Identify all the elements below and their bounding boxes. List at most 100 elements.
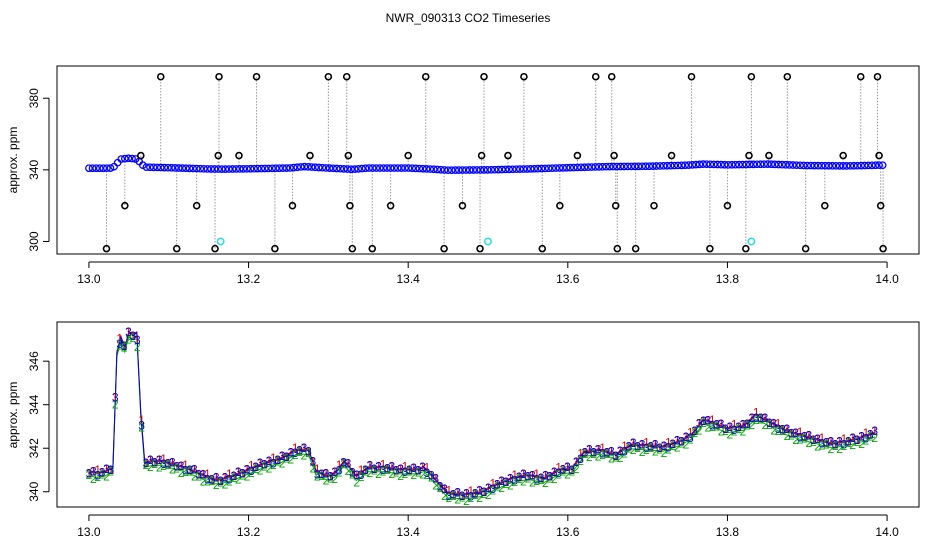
series-marker-3: 3 xyxy=(195,468,202,482)
plot-frame-top xyxy=(56,65,920,255)
series-marker-3: 3 xyxy=(463,487,470,501)
series-marker-1: 1 xyxy=(656,441,663,455)
series-marker-3: 3 xyxy=(647,439,654,453)
baseline-point xyxy=(88,164,97,173)
series-marker-1: 1 xyxy=(718,417,725,431)
series-marker-1: 1 xyxy=(832,437,839,451)
series-marker-2: 2 xyxy=(257,463,264,477)
series-marker-1: 1 xyxy=(612,449,619,463)
baseline-point xyxy=(850,161,858,170)
series-marker-1: 1 xyxy=(630,436,637,450)
baseline-point xyxy=(799,161,808,170)
baseline-point xyxy=(807,161,815,170)
series-marker-2: 2 xyxy=(564,467,571,481)
series-marker-1: 1 xyxy=(538,471,545,485)
series-marker-3: 3 xyxy=(208,472,215,486)
series-marker-1: 1 xyxy=(542,469,549,483)
series-marker-2: 2 xyxy=(547,471,554,485)
series-marker-2: 2 xyxy=(419,467,426,481)
series-marker-3: 3 xyxy=(103,462,110,476)
series-marker-1: 1 xyxy=(410,461,417,475)
series-marker-2: 2 xyxy=(121,341,128,355)
series-marker-3: 3 xyxy=(665,441,672,455)
series-marker-1: 1 xyxy=(748,411,755,425)
baseline-point xyxy=(408,164,417,173)
series-marker-1: 1 xyxy=(779,422,786,436)
x-tick-label: 13.8 xyxy=(716,525,740,539)
series-marker-3: 3 xyxy=(367,459,374,473)
series-marker-3: 3 xyxy=(371,462,378,476)
baseline-point xyxy=(692,160,700,169)
x-axis-bottom: 13.0 13.2 13.4 13.6 13.8 14.0 xyxy=(77,514,899,539)
series-marker-3: 3 xyxy=(630,436,637,450)
series-marker-2: 2 xyxy=(621,446,628,460)
baseline-point xyxy=(875,161,883,170)
baseline-point xyxy=(103,164,111,173)
series-marker-2: 2 xyxy=(849,438,856,452)
series-marker-2: 2 xyxy=(696,424,703,438)
series-marker-1: 1 xyxy=(792,426,799,440)
series-marker-2: 2 xyxy=(617,451,624,465)
series-marker-1: 1 xyxy=(406,463,413,477)
spike-point xyxy=(324,72,333,81)
series-marker-1: 1 xyxy=(318,467,325,481)
baseline-point xyxy=(483,166,492,174)
baseline-point xyxy=(390,164,399,172)
series-marker-2: 2 xyxy=(143,458,150,472)
series-marker-1: 1 xyxy=(178,459,185,473)
series-marker-layer: 1231231231231231231231231231231231231231… xyxy=(86,325,879,508)
baseline-point xyxy=(702,160,711,169)
series-marker-2: 2 xyxy=(138,420,145,434)
series-marker-1: 1 xyxy=(138,413,145,427)
series-marker-1: 1 xyxy=(608,444,615,458)
series-marker-3: 3 xyxy=(797,431,804,445)
series-marker-2: 2 xyxy=(454,493,461,507)
baseline-point xyxy=(368,164,377,172)
series-marker-3: 3 xyxy=(169,455,176,469)
series-marker-2: 2 xyxy=(691,426,698,440)
series-marker-3: 3 xyxy=(652,437,659,451)
baseline-point xyxy=(519,165,528,173)
series-marker-3: 3 xyxy=(279,449,286,463)
series-marker-1: 1 xyxy=(498,474,505,488)
baseline-point xyxy=(117,155,126,163)
series-marker-3: 3 xyxy=(467,489,474,503)
spike-point xyxy=(235,151,243,160)
series-marker-3: 3 xyxy=(582,445,589,459)
series-marker-3: 3 xyxy=(678,435,685,449)
series-marker-3: 3 xyxy=(516,470,523,484)
series-marker-2: 2 xyxy=(766,418,773,432)
series-marker-3: 3 xyxy=(608,444,615,458)
baseline-point xyxy=(171,164,179,172)
series-marker-2: 2 xyxy=(165,458,172,472)
series-marker-1: 1 xyxy=(867,428,874,442)
series-marker-1: 1 xyxy=(626,440,633,454)
series-marker-1: 1 xyxy=(806,429,813,443)
baseline-point xyxy=(842,162,851,170)
baseline-point xyxy=(749,160,758,169)
series-marker-3: 3 xyxy=(560,463,567,477)
baseline-point xyxy=(756,160,765,169)
series-marker-1: 1 xyxy=(643,436,650,450)
baseline-point xyxy=(688,161,697,169)
series-marker-3: 3 xyxy=(626,440,633,454)
baseline-point xyxy=(142,163,151,172)
series-marker-1: 1 xyxy=(823,436,830,450)
series-marker-2: 2 xyxy=(274,455,281,469)
series-marker-3: 3 xyxy=(213,471,220,485)
series-marker-3: 3 xyxy=(858,430,865,444)
series-marker-2: 2 xyxy=(309,461,316,475)
series-marker-3: 3 xyxy=(476,484,483,498)
series-marker-3: 3 xyxy=(713,418,720,432)
series-marker-2: 2 xyxy=(318,469,325,483)
spike-point xyxy=(706,244,714,253)
series-marker-3: 3 xyxy=(533,472,540,486)
baseline-point xyxy=(641,162,650,171)
series-marker-3: 3 xyxy=(437,479,444,493)
series-marker-1: 1 xyxy=(94,463,101,477)
baseline-point xyxy=(828,161,837,170)
series-marker-3: 3 xyxy=(590,445,597,459)
series-marker-3: 3 xyxy=(731,423,738,437)
baseline-point xyxy=(422,165,431,173)
series-marker-3: 3 xyxy=(586,443,593,457)
